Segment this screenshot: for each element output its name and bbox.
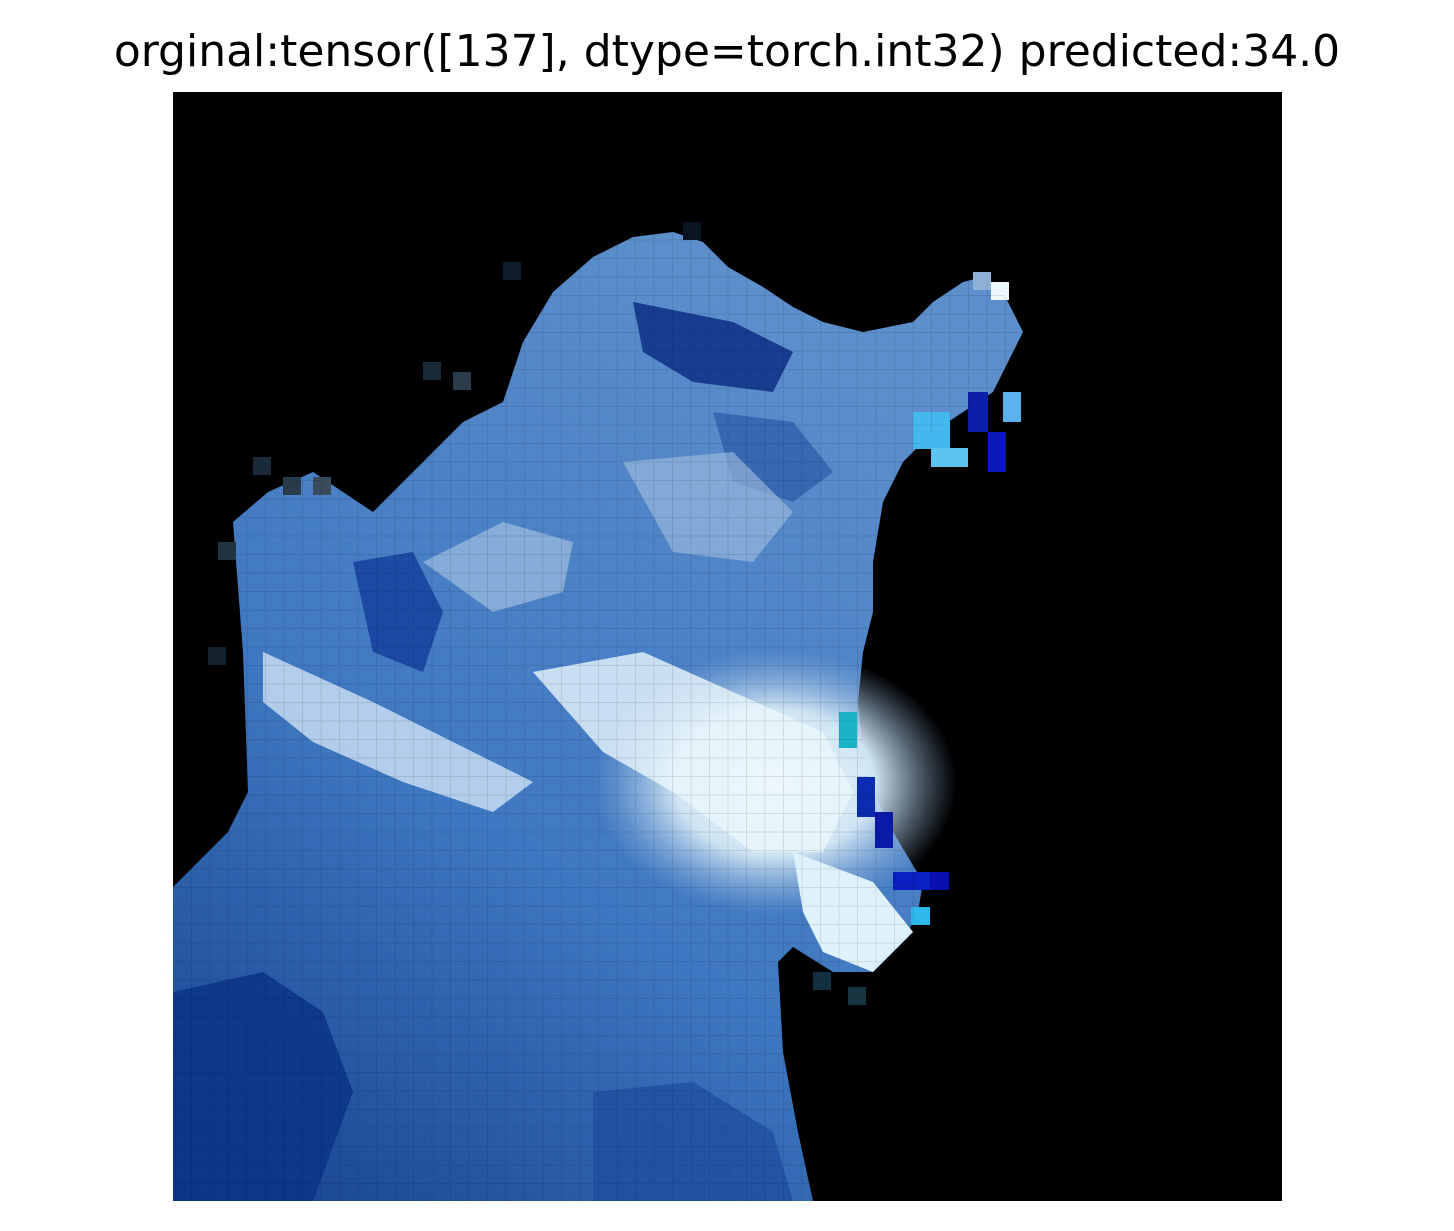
figure-title: orginal:tensor([137], dtype=torch.int32)… <box>113 26 1341 77</box>
figure-body-grid <box>173 232 1023 1201</box>
image-canvas <box>173 92 1282 1201</box>
pixelated-image <box>173 92 1282 1201</box>
